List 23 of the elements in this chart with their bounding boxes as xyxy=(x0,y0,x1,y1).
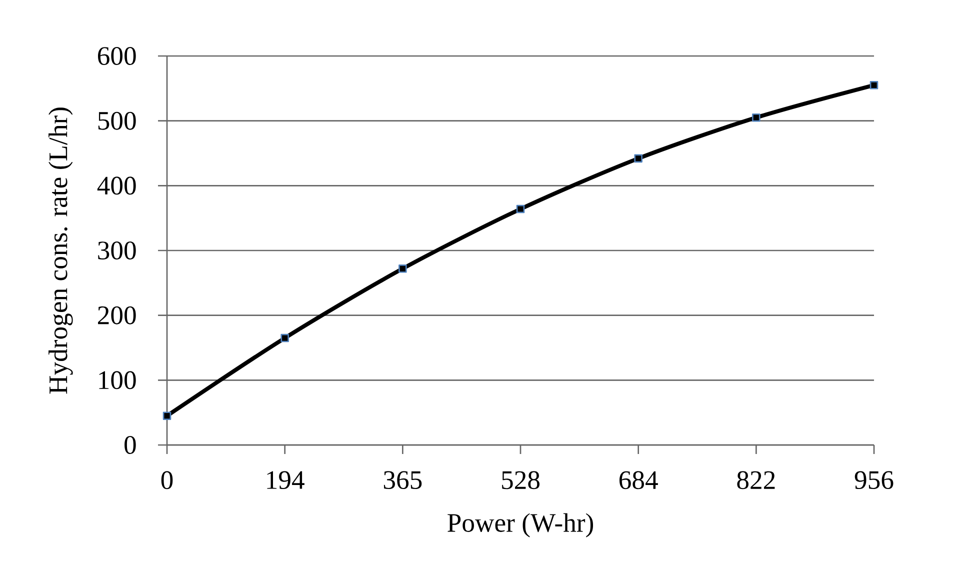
x-tick-label: 528 xyxy=(502,471,540,490)
x-tick-label: 956 xyxy=(854,471,894,490)
point xyxy=(162,412,172,420)
point xyxy=(752,113,760,122)
y-tick-label: 500 xyxy=(98,112,136,130)
y-tick-label: 200 xyxy=(98,306,136,324)
y-tick-label: 0 xyxy=(124,436,136,454)
y-axis-title: Hydrogen cons. rate (L/hr) xyxy=(48,108,73,394)
x-tick-label: 0 xyxy=(161,471,173,490)
y-tick-label: 600 xyxy=(98,47,136,65)
y-tick-label: 400 xyxy=(97,176,136,195)
point xyxy=(870,81,878,90)
x-tick-label: 194 xyxy=(267,471,304,490)
y-tick-label: 100 xyxy=(99,371,136,390)
y-tick-label: 300 xyxy=(98,242,136,260)
point xyxy=(634,154,642,163)
point xyxy=(280,334,289,342)
x-tick-label: 822 xyxy=(737,471,775,490)
point xyxy=(398,264,407,273)
x-tick-label: 365 xyxy=(384,471,422,490)
x-tick-label: 684 xyxy=(619,471,658,490)
x-axis-title: Power (W-hr) xyxy=(448,513,594,538)
point xyxy=(516,204,525,214)
